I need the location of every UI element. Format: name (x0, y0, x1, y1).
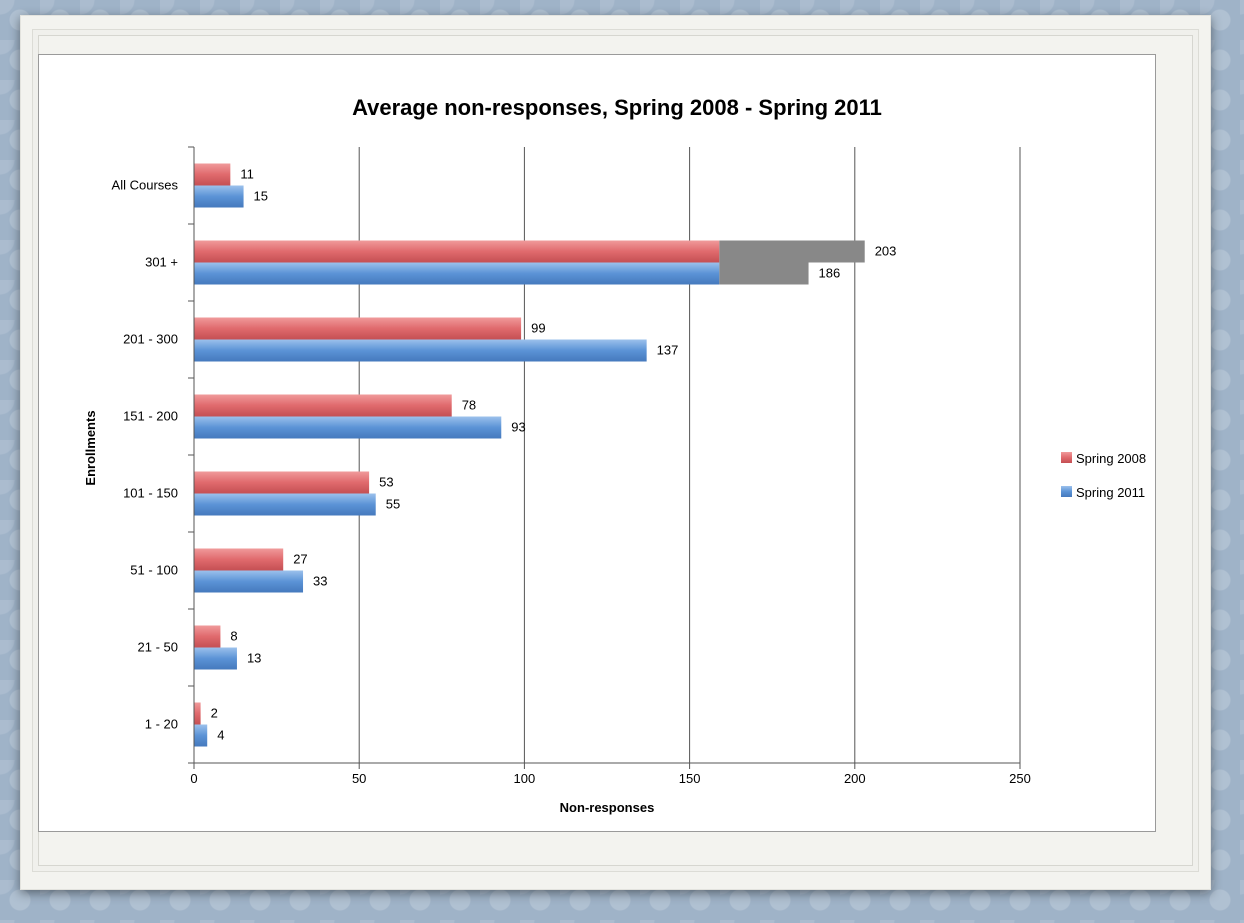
chart-title: Average non-responses, Spring 2008 - Spr… (352, 95, 882, 120)
data-label: 27 (293, 552, 307, 567)
x-tick-label: 50 (352, 771, 366, 786)
data-label: 55 (386, 497, 400, 512)
bar-spring-2011 (194, 647, 237, 670)
bar-spring-2008 (194, 548, 284, 571)
bar-spring-2011 (194, 339, 647, 362)
bar-spring-2011 (194, 570, 304, 593)
data-label: 203 (875, 244, 897, 259)
bar-spring-2011 (194, 262, 720, 285)
data-label: 137 (657, 343, 679, 358)
gridlines (358, 147, 1021, 763)
bar-spring-2011 (194, 185, 244, 208)
data-label: 99 (531, 321, 545, 336)
bar-spring-2008 (194, 240, 720, 263)
axes (188, 146, 1021, 769)
x-tick-label: 100 (514, 771, 536, 786)
data-label: 11 (240, 167, 254, 182)
bar-spring-2011 (194, 416, 502, 439)
x-tick-label: 0 (190, 771, 197, 786)
bar-spring-2008 (194, 471, 370, 494)
legend-swatch (1061, 486, 1072, 497)
data-label: 93 (511, 420, 525, 435)
bar-spring-2008 (194, 163, 231, 186)
category-label: 101 - 150 (123, 486, 178, 501)
category-label: 301 + (145, 255, 178, 270)
data-label: 53 (379, 475, 393, 490)
bar-spring-2008 (194, 317, 522, 340)
data-label: 13 (247, 651, 261, 666)
x-tick-label: 200 (844, 771, 866, 786)
data-label: 33 (313, 574, 327, 589)
data-label: 186 (819, 266, 841, 281)
bar-overflow (719, 240, 865, 263)
legend-label: Spring 2011 (1076, 485, 1145, 500)
x-tick-label: 150 (679, 771, 701, 786)
legend: Spring 2008 Spring 2011 (1061, 451, 1146, 500)
category-label: 51 - 100 (130, 563, 178, 578)
category-label: 151 - 200 (123, 409, 178, 424)
category-label: 21 - 50 (138, 640, 178, 655)
category-label: 1 - 20 (145, 717, 178, 732)
data-label: 4 (217, 728, 224, 743)
data-label: 78 (462, 398, 476, 413)
bars (194, 163, 865, 747)
category-label: All Courses (112, 178, 179, 193)
bar-spring-2011 (194, 493, 376, 516)
legend-label: Spring 2008 (1076, 451, 1146, 466)
x-tick-label: 250 (1009, 771, 1031, 786)
legend-swatch (1061, 452, 1072, 463)
y-axis-title: Enrollments (83, 410, 98, 485)
labels: 0 50 100 150 200 250 All Courses 301 + 201 - 300… (112, 167, 1031, 787)
bar-spring-2008 (194, 394, 452, 417)
category-label: 201 - 300 (123, 332, 178, 347)
data-label: 8 (230, 629, 237, 644)
bar-spring-2008 (194, 625, 221, 648)
bar-overflow (719, 262, 809, 285)
data-label: 2 (211, 706, 218, 721)
bar-spring-2008 (194, 702, 201, 725)
data-label: 15 (254, 189, 268, 204)
bar-spring-2011 (194, 724, 208, 747)
x-axis-title: Non-responses (560, 800, 655, 815)
